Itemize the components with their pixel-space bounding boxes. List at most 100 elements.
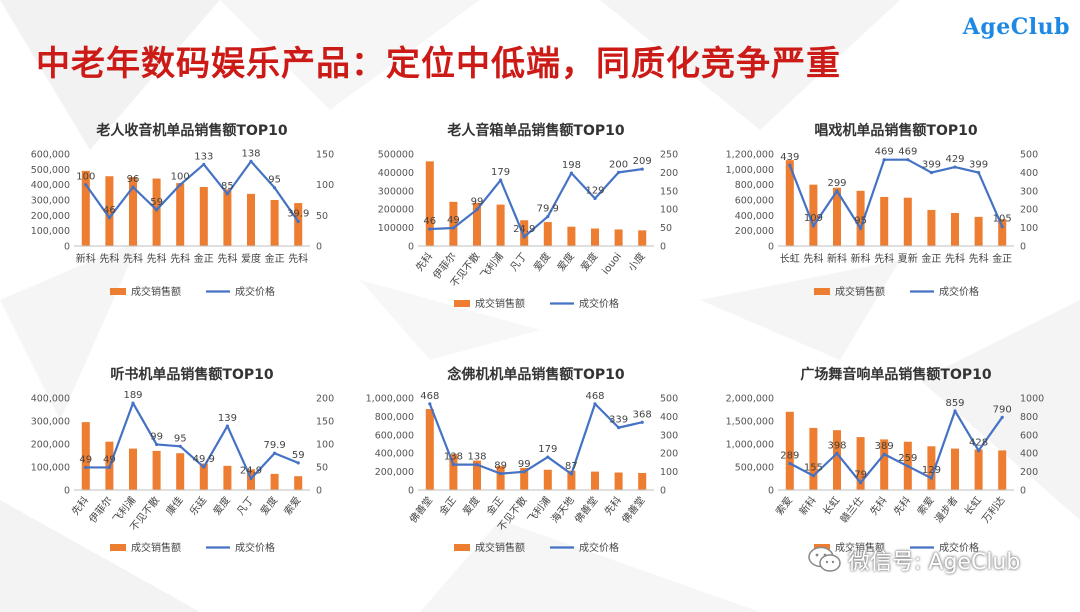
bar <box>449 454 458 490</box>
price-line <box>85 401 299 480</box>
y-left-tick-label: 0 <box>408 486 414 497</box>
y-left-tick-label: 2,000,000 <box>726 394 774 405</box>
y-left-tick-label: 600,000 <box>735 196 774 207</box>
line-point <box>617 170 621 174</box>
y-left-tick-label: 400,000 <box>735 211 774 222</box>
y-right-tick-label: 150 <box>316 417 334 428</box>
wechat-watermark: 微信号: AgeClub <box>808 544 1020 576</box>
x-tick-label: 爱度 <box>257 494 280 518</box>
data-label: 129 <box>585 186 604 197</box>
bar <box>614 229 623 246</box>
bar <box>270 200 279 246</box>
y-left-tick-label: 0 <box>64 486 70 497</box>
bar <box>223 189 232 246</box>
line-point <box>546 214 550 219</box>
chart-title: 广场舞音响单品销售额TOP10 <box>800 366 991 383</box>
y-right-tick-label: 50 <box>660 223 672 234</box>
data-label: 46 <box>423 216 436 227</box>
x-tick-label: 先科 <box>123 252 143 265</box>
y-right-tick-label: 100 <box>660 467 678 478</box>
line-point <box>249 476 253 481</box>
data-label: 469 <box>875 147 894 158</box>
data-label: 95 <box>854 216 867 227</box>
data-label: 468 <box>420 391 439 402</box>
x-tick-label: 先科 <box>147 252 167 265</box>
x-tick-label: 先科 <box>891 494 914 518</box>
brand-logo: AgeClub <box>962 14 1070 40</box>
bar <box>856 190 865 246</box>
x-tick-label: 先科 <box>969 252 989 265</box>
chart-svg: 听书机单品销售额TOP10 0 100,000 200,000 300,000 400,0… <box>31 366 334 554</box>
legend-bar-label: 成交销售额 <box>835 541 885 554</box>
x-tick-label: 新科 <box>796 494 819 518</box>
x-tick-label: 新科 <box>827 252 847 265</box>
y-right-tick-label: 400 <box>1020 449 1038 460</box>
bar <box>81 170 90 246</box>
y-left-tick-label: 200,000 <box>31 440 70 451</box>
bar <box>294 203 303 246</box>
y-left-tick-label: 500,000 <box>735 463 774 474</box>
bar <box>590 471 600 490</box>
x-tick-label: 先科 <box>69 494 92 518</box>
bar <box>105 176 114 246</box>
line-point <box>202 465 206 469</box>
bar <box>449 201 458 246</box>
x-tick-label: 海天地 <box>548 494 577 526</box>
y-right-tick-label: 0 <box>660 242 666 253</box>
x-tick-label: 先科 <box>601 494 624 518</box>
chart-svg: 老人音箱单品销售额TOP10 0 100000 200000 300000 400000 5… <box>378 122 678 310</box>
line-point <box>835 451 839 455</box>
data-label: 179 <box>538 444 557 455</box>
data-label: 209 <box>633 156 652 167</box>
data-label: 100 <box>76 172 95 183</box>
data-label: 79.9 <box>537 204 559 215</box>
x-tick-label: 爱度 <box>578 250 601 274</box>
x-tick-label: 佛善堂 <box>406 494 435 526</box>
line-point <box>451 226 455 230</box>
data-label: 200 <box>609 159 628 170</box>
data-label: 24.9 <box>240 466 262 477</box>
bar <box>199 463 208 490</box>
x-tick-label: 爱度 <box>531 250 554 274</box>
bar <box>543 222 552 246</box>
bar <box>425 161 434 246</box>
legend-bar-swatch <box>110 288 126 295</box>
price-line <box>84 160 300 223</box>
y-left-tick-label: 1,500,000 <box>726 417 774 428</box>
bar <box>520 467 529 490</box>
bar <box>81 422 90 490</box>
line-point <box>835 189 839 193</box>
y-left-tick-label: 200,000 <box>31 211 70 222</box>
legend-bar-label: 成交销售额 <box>475 541 525 554</box>
y-right-tick-label: 100 <box>660 205 678 216</box>
bar <box>950 213 960 246</box>
bar <box>809 427 818 490</box>
line-point <box>953 165 957 169</box>
bar <box>496 204 505 246</box>
y-right-tick-label: 0 <box>316 486 322 497</box>
bar <box>927 446 936 490</box>
legend-line-label: 成交价格 <box>579 541 619 554</box>
x-tick-label: 佛善堂 <box>619 494 648 526</box>
y-right-tick-label: 0 <box>1020 486 1026 497</box>
line-point <box>617 426 621 430</box>
data-label: 299 <box>827 178 846 189</box>
x-tick-label: 凡丁 <box>508 250 530 273</box>
y-right-tick-label: 200 <box>660 449 678 460</box>
legend-line-label: 成交价格 <box>235 541 275 554</box>
y-left-tick-label: 300000 <box>378 186 414 197</box>
y-left-tick-label: 800,000 <box>735 180 774 191</box>
data-label: 24.9 <box>513 224 535 235</box>
y-right-tick-label: 500 <box>1020 150 1038 161</box>
bar <box>496 466 505 490</box>
wechat-id: 微信号: AgeClub <box>848 550 1021 575</box>
line-point <box>522 470 526 474</box>
bar <box>832 430 842 490</box>
line-point <box>811 224 815 228</box>
x-tick-label: 飞利浦 <box>524 494 553 526</box>
bar <box>927 209 936 246</box>
line-point <box>84 183 88 187</box>
data-label: 49.9 <box>193 454 215 465</box>
line-point <box>155 442 159 447</box>
x-tick-label: 赣兰仕 <box>837 494 866 526</box>
